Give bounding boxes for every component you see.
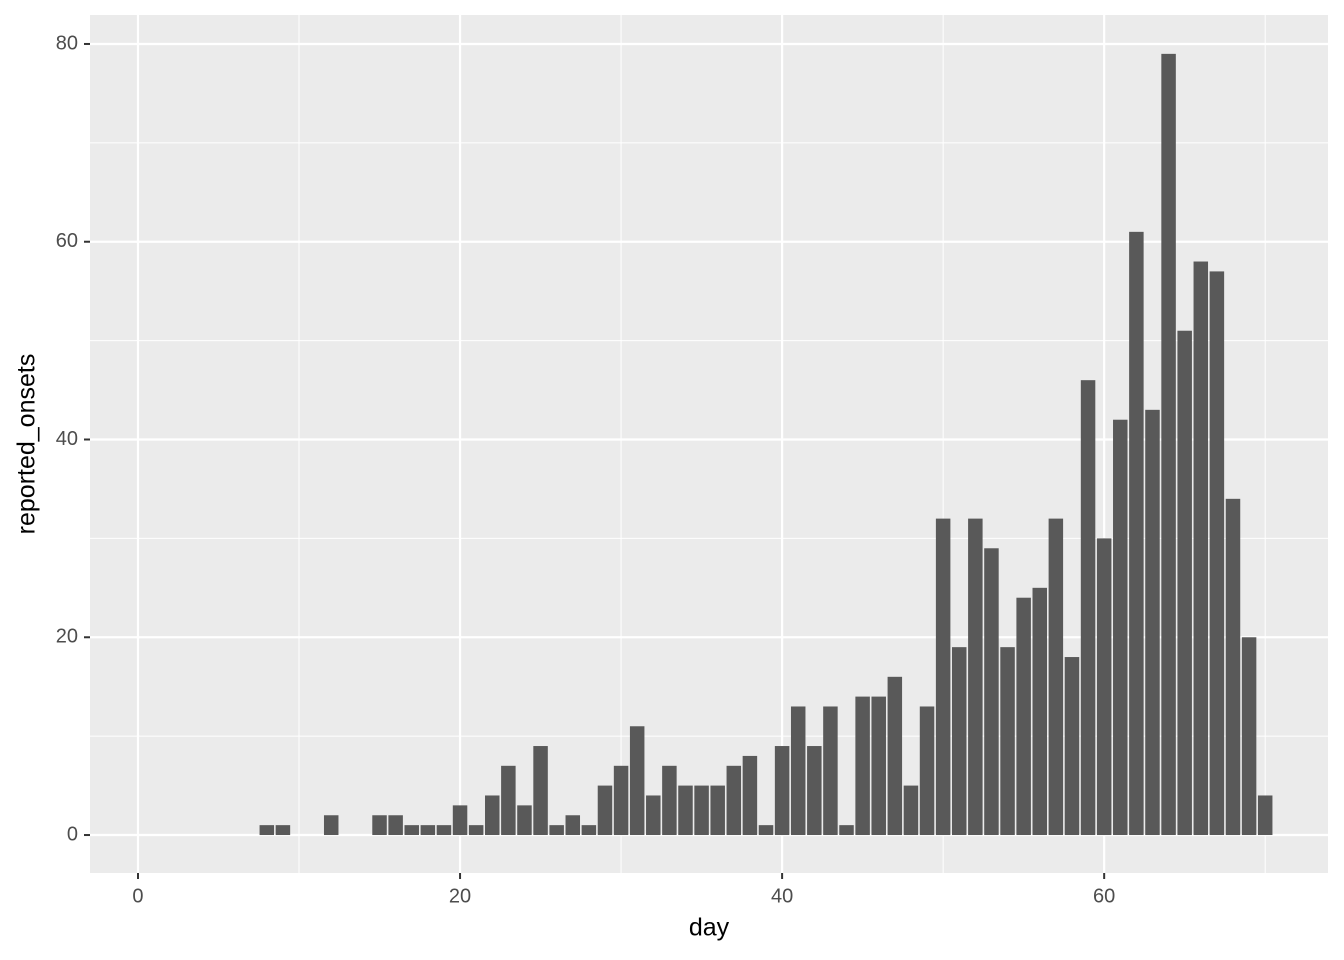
y-tick-label: 0 [67, 823, 78, 845]
bar [646, 795, 661, 836]
bar [710, 785, 725, 836]
bar [565, 815, 581, 836]
y-tick-label: 80 [56, 32, 78, 54]
bar [404, 825, 419, 836]
bar [694, 785, 709, 836]
bar [1177, 330, 1192, 836]
bar [1048, 518, 1064, 836]
bar [275, 825, 291, 836]
x-tick-label: 20 [449, 885, 471, 907]
bar [1257, 795, 1273, 836]
bar [372, 815, 387, 836]
bar [678, 785, 693, 836]
bar [662, 765, 677, 836]
bar [1161, 53, 1176, 836]
bar [742, 755, 758, 836]
y-axis-title: reported_onsets [13, 354, 41, 535]
bar [436, 825, 452, 836]
bar [887, 676, 903, 836]
bar [533, 746, 548, 836]
y-tick-label: 40 [56, 428, 78, 450]
bar [726, 765, 742, 836]
bar [1193, 261, 1209, 836]
bar [951, 647, 967, 836]
bar [871, 696, 886, 836]
bar [903, 785, 919, 836]
bar [758, 825, 774, 836]
bar [1096, 538, 1112, 836]
bar [919, 706, 935, 836]
bar [452, 805, 468, 836]
bar [1064, 657, 1080, 836]
bar [984, 548, 999, 836]
bar [517, 805, 532, 836]
bar [388, 815, 403, 836]
x-tick-label: 40 [771, 885, 793, 907]
bar [468, 825, 484, 836]
bar [1225, 498, 1241, 836]
bar [823, 706, 838, 836]
bar [774, 746, 790, 836]
bar [1209, 271, 1225, 836]
bar [790, 706, 806, 836]
bar [807, 746, 822, 836]
bar [1016, 597, 1031, 836]
bar [1241, 637, 1257, 836]
y-tick-label: 20 [56, 626, 78, 648]
bar [1113, 419, 1128, 836]
bar [839, 825, 854, 836]
bar [1080, 380, 1096, 836]
bar [581, 825, 597, 836]
bar [549, 825, 564, 836]
bar [613, 765, 629, 836]
bar [597, 785, 613, 836]
x-tick-label: 60 [1093, 885, 1115, 907]
bar [935, 518, 951, 836]
y-tick-label: 60 [56, 230, 78, 252]
bar [485, 795, 500, 836]
x-axis-title: day [689, 914, 730, 942]
bar [420, 825, 436, 836]
bar [1032, 587, 1048, 836]
bar [1145, 409, 1160, 836]
bar [1129, 231, 1144, 836]
bar [1000, 647, 1015, 836]
bar [968, 518, 983, 836]
bar [501, 765, 516, 836]
bar [855, 696, 870, 836]
bar [629, 726, 645, 836]
bar [259, 825, 275, 836]
x-tick-label: 0 [132, 885, 143, 907]
bar [323, 815, 339, 836]
